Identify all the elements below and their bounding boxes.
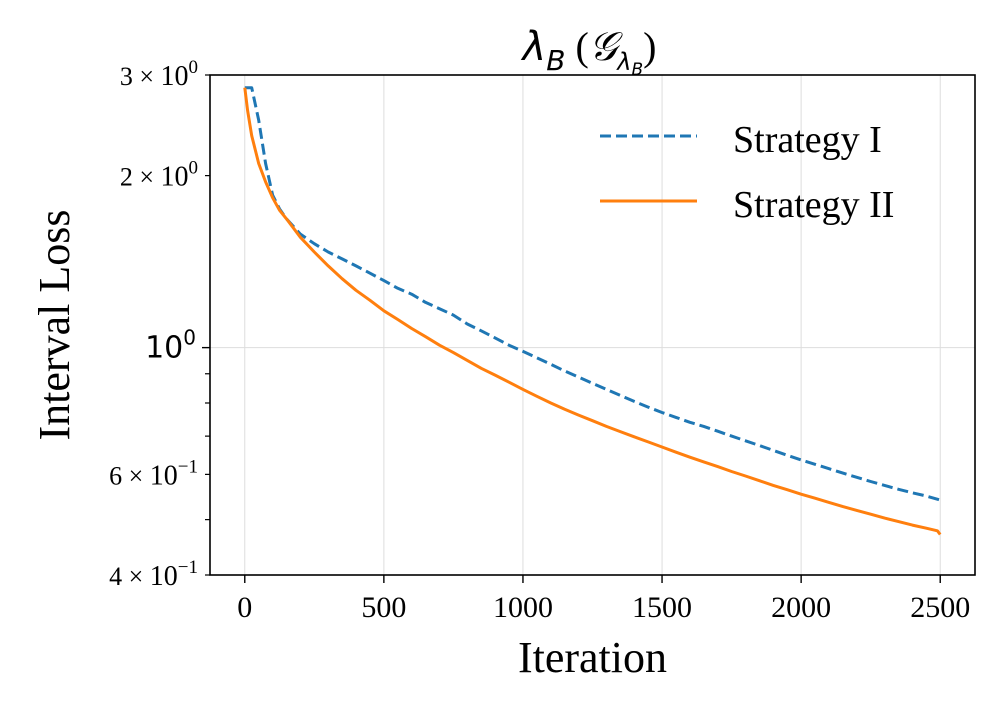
series-line-2 — [243, 87, 942, 536]
tick-mantissa: 2 × — [120, 163, 161, 192]
title-lambda-sub: B — [546, 44, 565, 77]
legend-label: Strategy II — [733, 184, 894, 226]
tick-exponent: 0 — [183, 326, 196, 350]
title-open-paren: ( — [565, 24, 588, 69]
x-tick-label: 1500 — [632, 591, 692, 624]
grid-lines — [210, 75, 975, 575]
y-minor-tick-label: 4 × 10−1 — [109, 557, 198, 592]
title-script-subsub: B — [631, 60, 643, 80]
chart-title: λB (𝒢λB) — [521, 24, 657, 80]
tick-exponent: 0 — [189, 158, 199, 179]
series-lines — [243, 86, 942, 536]
tick-base: 10 — [150, 460, 178, 491]
tick-exponent: 0 — [189, 57, 199, 78]
x-tick-label: 0 — [237, 591, 252, 624]
tick-base: 10 — [150, 561, 178, 592]
x-tick-label: 1000 — [493, 591, 553, 624]
plot-frame — [209, 74, 976, 576]
tick-mantissa: 4 × — [109, 562, 150, 591]
x-tick-label: 500 — [361, 591, 406, 624]
tick-base: 10 — [145, 331, 183, 366]
tick-base: 10 — [161, 61, 189, 92]
y-major-tick-label: 100 — [145, 326, 196, 366]
x-tick-label: 2500 — [910, 591, 970, 624]
series-line-1 — [244, 86, 941, 502]
tick-exponent: −1 — [178, 456, 198, 477]
title-script-sub: λ — [615, 48, 631, 76]
legend: Strategy I Strategy II — [600, 119, 894, 226]
title-lambda: λ — [521, 24, 547, 70]
title-close-paren: ) — [643, 24, 656, 69]
tick-base: 10 — [161, 162, 189, 193]
y-minor-tick-label: 3 × 100 — [120, 57, 198, 92]
y-minor-tick-label: 6 × 10−1 — [109, 456, 198, 491]
x-tick-label: 2000 — [771, 591, 831, 624]
y-axis-label: Interval Loss — [30, 210, 79, 441]
y-minor-tick-label: 2 × 100 — [120, 158, 198, 193]
legend-label: Strategy I — [733, 119, 882, 161]
tick-exponent: −1 — [178, 557, 198, 578]
x-axis-label: Iteration — [518, 633, 667, 682]
tick-mantissa: 6 × — [109, 461, 150, 490]
tick-mantissa: 3 × — [120, 62, 161, 91]
